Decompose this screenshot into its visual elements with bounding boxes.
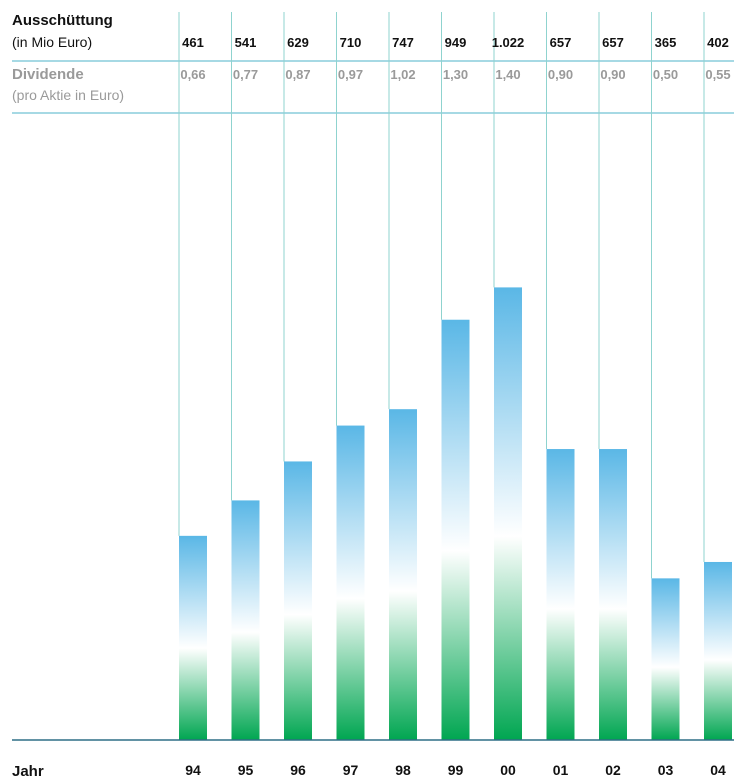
dividend-value-label: 0,55	[705, 67, 730, 82]
year-axis-label: Jahr	[12, 763, 44, 779]
bars	[179, 287, 732, 740]
payout-unit: (in Mio Euro)	[12, 34, 92, 50]
bar	[704, 561, 732, 740]
payout-value-label: 365	[655, 35, 677, 50]
payout-value-label: 949	[445, 35, 467, 50]
payout-value-label: 541	[235, 35, 257, 50]
year-tick-label: 99	[448, 762, 464, 778]
year-tick-label: 95	[238, 762, 254, 778]
payout-label: Ausschüttung	[12, 12, 113, 29]
year-tick-label: 94	[185, 762, 201, 778]
payout-value-label: 747	[392, 35, 414, 50]
dividend-value-label: 0,90	[548, 67, 573, 82]
year-tick-label: 96	[290, 762, 306, 778]
dividend-value-label: 1,30	[443, 67, 468, 82]
payout-value-label: 710	[340, 35, 362, 50]
payout-value-label: 1.022	[492, 35, 525, 50]
dividend-value-label: 0,87	[285, 67, 310, 82]
bar	[651, 578, 680, 740]
dividend-label: Dividende	[12, 66, 84, 83]
dividend-value-label: 0,90	[600, 67, 625, 82]
dividend-value-label: 0,97	[338, 67, 363, 82]
year-tick-label: 97	[343, 762, 359, 778]
column-lines	[178, 12, 705, 579]
payout-value-label: 657	[602, 35, 624, 50]
payout-value-label: 629	[287, 35, 309, 50]
payout-values: 461 541 629 710 747 949 1.022 657 657 365 402	[182, 35, 729, 50]
dividend-value-label: 0,50	[653, 67, 678, 82]
bar	[546, 449, 575, 740]
year-tick-label: 00	[500, 762, 516, 778]
payout-value-label: 461	[182, 35, 204, 50]
bar	[179, 535, 207, 740]
bar	[494, 287, 522, 740]
dividend-value-label: 0,66	[180, 67, 205, 82]
dividend-value-label: 1,40	[495, 67, 520, 82]
dividend-value-label: 0,77	[233, 67, 258, 82]
bar	[231, 500, 260, 740]
year-tick-label: 04	[710, 762, 726, 778]
dividend-values: 0,66 0,77 0,87 0,97 1,02 1,30 1,40 0,90 0,90 0,50…	[180, 67, 730, 82]
dividend-unit: (pro Aktie in Euro)	[12, 87, 124, 103]
payout-value-label: 402	[707, 35, 729, 50]
year-tick-label: 01	[553, 762, 569, 778]
bar	[284, 461, 312, 740]
bar	[389, 409, 417, 740]
year-labels: 94 95 96 97 98 99 00 01 02 03 04	[185, 762, 726, 778]
dividend-value-label: 1,02	[390, 67, 415, 82]
bar	[336, 425, 365, 740]
bar	[599, 449, 627, 740]
payout-value-label: 657	[550, 35, 572, 50]
bar	[441, 319, 470, 740]
year-tick-label: 02	[605, 762, 621, 778]
year-tick-label: 03	[658, 762, 674, 778]
year-tick-label: 98	[395, 762, 411, 778]
